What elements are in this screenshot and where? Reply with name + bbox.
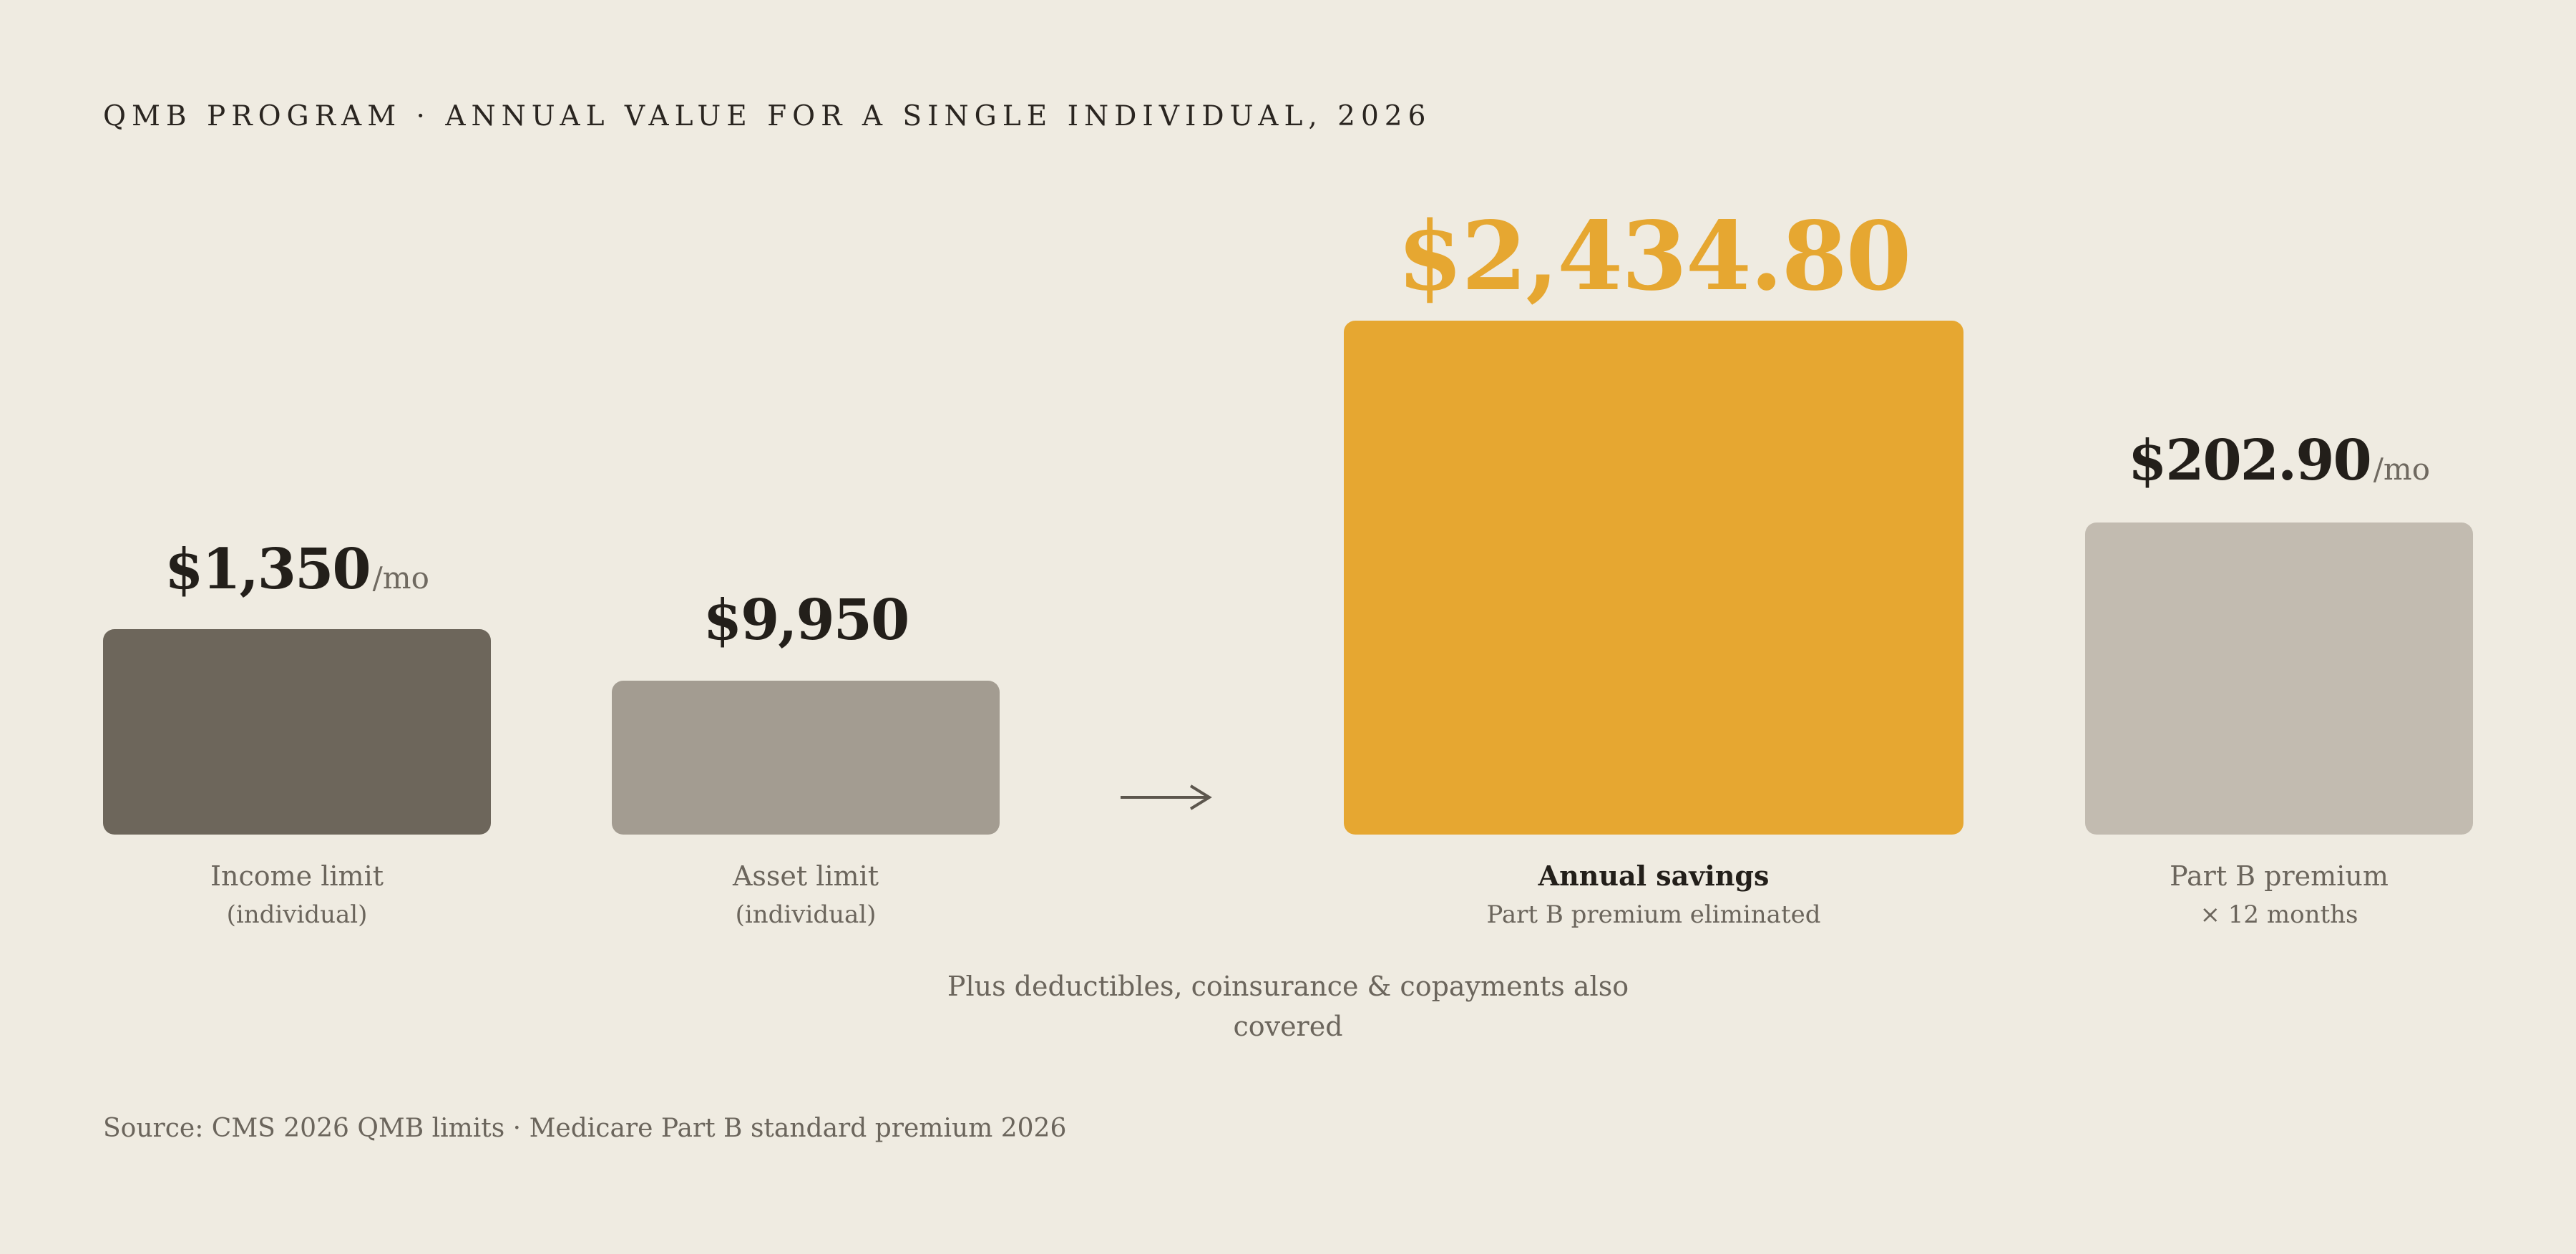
value-label-premium: $202.90/mo — [2085, 433, 2473, 489]
label-premium: Part B premium × 12 months — [2085, 862, 2473, 927]
bar-annual-savings — [1344, 321, 1963, 835]
bar-asset-limit — [612, 681, 1000, 835]
label-savings-main: Annual savings — [1538, 860, 1770, 892]
value-premium-unit: /mo — [2373, 452, 2431, 487]
value-label-asset: $9,950 — [612, 593, 1000, 648]
label-income-sub: (individual) — [226, 900, 368, 929]
arrow-right-icon — [1121, 784, 1212, 810]
bar-income-limit — [103, 629, 491, 835]
coverage-note: Plus deductibles, coinsurance & copaymen… — [947, 971, 1629, 1042]
label-asset-main: Asset limit — [732, 860, 879, 892]
label-premium-main: Part B premium — [2170, 860, 2389, 892]
value-label-income: $1,350/mo — [103, 542, 491, 598]
label-asset: Asset limit (individual) — [612, 862, 1000, 927]
label-income-main: Income limit — [210, 860, 384, 892]
label-savings-sub: Part B premium eliminated — [1486, 900, 1821, 929]
chart-title: QMB PROGRAM · ANNUAL VALUE FOR A SINGLE … — [103, 100, 1432, 132]
value-label-savings: $2,434.80 — [1344, 210, 1963, 304]
value-asset-amount: $9,950 — [703, 588, 910, 653]
label-asset-sub: (individual) — [735, 900, 877, 929]
value-income-amount: $1,350 — [165, 537, 371, 602]
value-savings-amount: $2,434.80 — [1397, 201, 1912, 312]
label-income: Income limit (individual) — [103, 862, 491, 927]
value-income-unit: /mo — [372, 560, 429, 596]
label-premium-sub: × 12 months — [2200, 900, 2358, 929]
bar-part-b-premium — [2085, 522, 2473, 835]
source-note: Source: CMS 2026 QMB limits · Medicare P… — [103, 1114, 1067, 1143]
value-premium-amount: $202.90 — [2127, 428, 2372, 493]
label-savings: Annual savings Part B premium eliminated — [1344, 860, 1963, 929]
